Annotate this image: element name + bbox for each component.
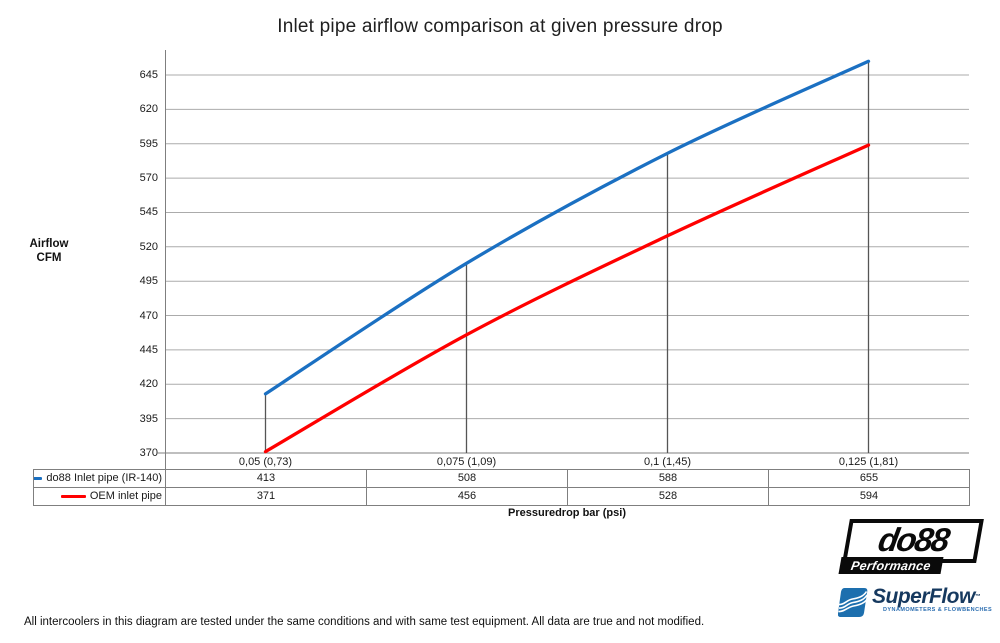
y-tick-label: 545 xyxy=(139,206,158,219)
y-axis-title: Airflow CFM xyxy=(8,237,90,265)
y-axis-title-line1: Airflow xyxy=(29,238,69,250)
superflow-text-block: SuperFlow™ DYNAMOMETERS & FLOWBENCHES xyxy=(872,585,993,613)
series-name: do88 Inlet pipe (IR-140) xyxy=(46,472,162,484)
plot-area xyxy=(157,50,969,469)
x-category-label: 0,125 (1,81) xyxy=(838,456,899,468)
series-line-1 xyxy=(263,143,871,454)
series-line-0 xyxy=(263,59,871,396)
x-category-label: 0,075 (1,09) xyxy=(436,456,497,468)
legend-swatch xyxy=(60,495,86,498)
do88-performance-label: Performance xyxy=(849,559,933,573)
y-tick-label: 470 xyxy=(139,309,158,322)
value-cell: 456 xyxy=(367,488,568,506)
superflow-wave-icon xyxy=(838,588,868,617)
superflow-wordmark: SuperFlow™ xyxy=(872,585,992,608)
do88-logo-text: do88 xyxy=(875,521,952,558)
y-tick-label: 645 xyxy=(139,69,158,81)
y-tick-label: 395 xyxy=(139,412,158,425)
y-tick-label: 620 xyxy=(139,103,158,116)
y-axis-title-line2: CFM xyxy=(36,252,62,264)
y-tick-label: 570 xyxy=(139,172,158,185)
data-table: do88 Inlet pipe (IR-140) 413 508 588 655 OEM … xyxy=(33,469,970,506)
trademark-symbol: ™ xyxy=(974,594,981,600)
y-tick-label: 370 xyxy=(139,447,158,459)
do88-logo: do88 Performance xyxy=(838,519,984,577)
legend-swatch xyxy=(34,477,43,480)
y-tick-label: 595 xyxy=(139,137,158,150)
y-tick-label: 495 xyxy=(139,275,158,288)
series-legend-cell: do88 Inlet pipe (IR-140) xyxy=(34,470,166,488)
value-cell: 508 xyxy=(367,470,568,488)
x-axis-title: Pressuredrop bar (psi) xyxy=(508,507,626,519)
footer-note: All intercoolers in this diagram are tes… xyxy=(24,616,705,628)
value-cell: 594 xyxy=(769,488,970,506)
series-legend-cell: OEM inlet pipe xyxy=(34,488,166,506)
value-cell: 588 xyxy=(568,470,769,488)
y-tick-label: 520 xyxy=(139,240,158,253)
superflow-name: SuperFlow xyxy=(872,585,975,608)
y-tick-label: 420 xyxy=(139,378,158,391)
value-cell: 655 xyxy=(769,470,970,488)
value-cell: 528 xyxy=(568,488,769,506)
x-category-label: 0,05 (0,73) xyxy=(238,456,293,468)
do88-performance-bar: Performance xyxy=(838,557,944,574)
superflow-logo: SuperFlow™ DYNAMOMETERS & FLOWBENCHES xyxy=(838,586,992,621)
y-tick-label: 445 xyxy=(139,343,158,356)
series-name: OEM inlet pipe xyxy=(89,490,162,502)
value-cell: 371 xyxy=(166,488,367,506)
chart-title: Inlet pipe airflow comparison at given p… xyxy=(277,16,723,37)
superflow-tagline: DYNAMOMETERS & FLOWBENCHES xyxy=(883,607,993,613)
value-cell: 413 xyxy=(166,470,367,488)
x-category-label: 0,1 (1,45) xyxy=(643,456,692,468)
